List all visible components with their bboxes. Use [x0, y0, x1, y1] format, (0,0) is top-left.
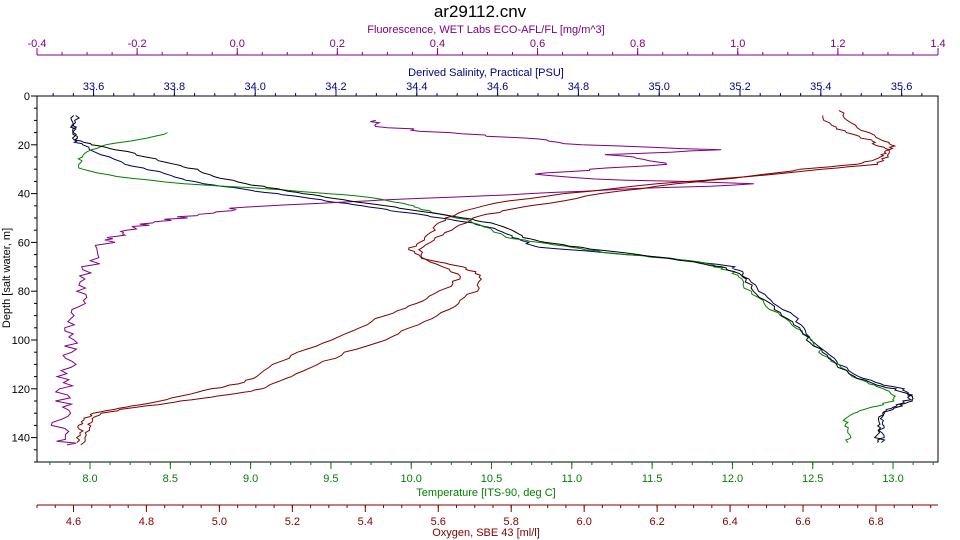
- oxygen-tick-label: 6.0: [577, 516, 592, 528]
- temperature-tick-label: 11.0: [562, 473, 583, 485]
- oxygen-axis-title: Oxygen, SBE 43 [ml/l]: [432, 527, 540, 539]
- oxygen-tick-label: 6.4: [722, 516, 737, 528]
- temperature-tick-label: 8.0: [82, 473, 97, 485]
- oxygen-profile-line: [80, 115, 891, 446]
- temperature-tick-label: 11.5: [642, 473, 663, 485]
- salinity-tick-label: 35.2: [729, 81, 750, 93]
- fluorescence-axis-title: Fluorescence, WET Labs ECO-AFL/FL [mg/m^…: [367, 24, 604, 36]
- temperature-profile-line: [77, 132, 897, 443]
- salinity-profile-line: [69, 115, 914, 443]
- temperature-tick-label: 10.0: [401, 473, 422, 485]
- temperature-tick-label: 8.5: [163, 473, 178, 485]
- fluorescence-tick-label: 1.4: [930, 38, 945, 50]
- plot-area: [36, 95, 939, 463]
- data-series: [50, 110, 914, 446]
- salinity-tick-label: 33.8: [164, 81, 185, 93]
- fluorescence-tick-label: 1.0: [730, 38, 745, 50]
- salinity-tick-label: 34.6: [487, 81, 508, 93]
- axis-ticks: -0.4 -0.2 0.0 0.2 0.4 0.6 0.8 1.0 1.2 1.4 33.6 33.8…: [12, 38, 946, 528]
- oxygen-tick-label: 5.0: [212, 516, 227, 528]
- fluorescence-tick-label: -0.4: [28, 38, 47, 50]
- depth-axis-title: Depth [salt water, m]: [1, 228, 13, 328]
- temperature-tick-label: 13.0: [882, 473, 903, 485]
- fluorescence-tick-label: 0.4: [430, 38, 445, 50]
- fluorescence-profile-line: [50, 119, 754, 446]
- oxygen-profile-line: [75, 110, 897, 443]
- oxygen-tick-label: 6.6: [795, 516, 810, 528]
- salinity-tick-label: 35.0: [649, 81, 670, 93]
- oxygen-tick-label: 4.8: [139, 516, 154, 528]
- depth-tick-label: 20: [18, 140, 30, 152]
- oxygen-tick-label: 6.8: [868, 516, 883, 528]
- fluorescence-tick-label: -0.2: [128, 38, 147, 50]
- fluorescence-tick-label: 0.6: [530, 38, 545, 50]
- temperature-tick-label: 12.5: [802, 473, 823, 485]
- oxygen-tick-label: 5.4: [358, 516, 373, 528]
- depth-tick-label: 100: [12, 335, 30, 347]
- salinity-profile-line: [70, 115, 914, 443]
- temperature-tick-label: 9.0: [243, 473, 258, 485]
- depth-tick-label: 120: [12, 384, 30, 396]
- temperature-tick-label: 9.5: [323, 473, 338, 485]
- temperature-tick-label: 10.5: [481, 473, 502, 485]
- oxygen-tick-label: 5.2: [285, 516, 300, 528]
- salinity-axis-title: Derived Salinity, Practical [PSU]: [408, 67, 564, 79]
- fluorescence-tick-label: 0.8: [630, 38, 645, 50]
- salinity-tick-label: 34.8: [568, 81, 589, 93]
- fluorescence-tick-label: 1.2: [830, 38, 845, 50]
- oxygen-tick-label: 6.2: [649, 516, 664, 528]
- depth-tick-label: 40: [18, 189, 30, 201]
- depth-tick-label: 80: [18, 286, 30, 298]
- oxygen-tick-label: 5.6: [431, 516, 446, 528]
- salinity-tick-label: 33.6: [83, 81, 104, 93]
- oxygen-tick-label: 4.6: [66, 516, 81, 528]
- salinity-tick-label: 34.2: [325, 81, 346, 93]
- temperature-axis-title: Temperature [ITS-90, deg C]: [416, 487, 555, 499]
- salinity-tick-label: 35.6: [891, 81, 912, 93]
- oxygen-tick-label: 5.8: [504, 516, 519, 528]
- fluorescence-tick-label: 0.2: [330, 38, 345, 50]
- depth-tick-label: 60: [18, 237, 30, 249]
- temperature-tick-label: 12.0: [722, 473, 743, 485]
- depth-tick-label: 0: [24, 91, 30, 103]
- salinity-tick-label: 34.4: [406, 81, 427, 93]
- chart-title: ar29112.cnv: [434, 2, 527, 21]
- fluorescence-tick-label: 0.0: [230, 38, 245, 50]
- salinity-tick-label: 34.0: [244, 81, 265, 93]
- salinity-tick-label: 35.4: [810, 81, 831, 93]
- depth-tick-label: 140: [12, 433, 30, 445]
